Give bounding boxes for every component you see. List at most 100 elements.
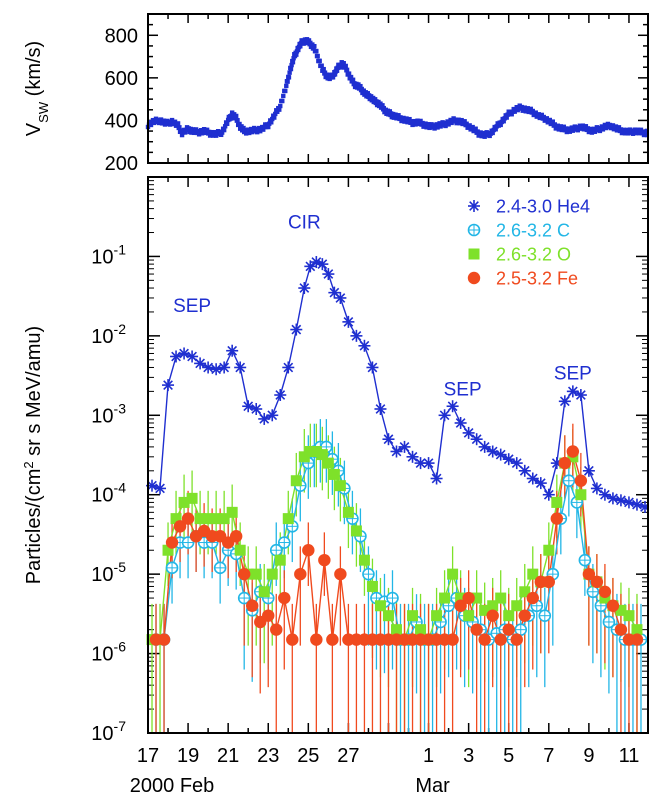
bottom-xtick-label: 5 [503,745,514,767]
bottom-xtick-label: 19 [177,745,199,767]
data-point-2-6-3-2-o [455,592,467,604]
data-point-2-6-3-2-o [322,457,334,469]
data-point-2-6-3-2-o [511,600,523,612]
top-panel-ylabel: VSW (km/s) [23,41,51,136]
data-point-2-4-3-0-he4 [266,409,279,422]
data-point-2-4-3-0-he4 [218,361,231,374]
data-point-2-6-3-2-o [194,513,206,525]
data-point-2-5-3-2-fe [270,623,283,636]
data-point-2-6-3-2-o [210,513,222,525]
data-point-2-4-3-0-he4 [630,498,643,511]
data-point-2-4-3-0-he4 [398,440,411,453]
top-data-point [600,127,606,132]
data-point-2-4-3-0-he4 [598,488,611,501]
bottom-ylabel-main: Particles/(cm [23,469,45,585]
top-data-point [179,132,185,138]
top-data-point [321,66,326,72]
top-data-point [459,117,464,123]
data-point-2-5-3-2-fe [157,633,171,646]
data-point-2-4-3-0-he4 [358,339,371,352]
top-data-point [467,123,472,128]
data-point-2-5-3-2-fe [262,609,275,622]
top-data-point [443,123,448,129]
top-ylabel-main: V [23,122,45,136]
top-data-point [169,117,175,123]
data-point-2-5-3-2-fe [510,633,523,646]
top-data-point [218,132,224,138]
data-point-2-6-3-2-o [631,624,643,636]
data-point-2-6-3-2-o [266,568,278,580]
top-data-point [317,58,322,64]
data-point-2-4-3-0-he4 [438,409,451,422]
data-point-2-5-3-2-fe [294,567,307,581]
data-point-2-6-3-2-o [186,492,198,504]
top-data-point [272,115,277,120]
data-point-2-5-3-2-fe [181,512,195,525]
data-point-2-6-3-2-c [237,591,251,605]
data-point-2-6-3-2-o [503,610,515,622]
top-data-point [286,75,292,80]
legend-label-2-4-3-0-he4: 2.4-3.0 He4 [496,197,590,217]
top-data-point [449,120,454,126]
top-data-point [315,53,320,59]
top-ytick-label: 200 [105,153,138,175]
data-point-2-6-3-2-o [527,568,539,580]
data-point-2-4-3-0-he4 [366,361,379,374]
bottom-ytick-label: 10-1 [91,241,126,268]
data-point-2-6-3-2-o [575,489,587,501]
top-data-point [235,118,240,123]
top-data-point [298,44,303,49]
data-point-2-6-3-2-c [165,561,179,575]
top-data-point [177,125,182,130]
data-point-2-6-3-2-c [602,615,616,629]
data-point-2-6-3-2-o [234,544,246,556]
data-point-2-6-3-2-o [431,610,443,622]
annotation-cir: CIR [288,213,321,234]
bottom-xtick-label: 17 [137,745,159,767]
legend-marker-2-6-3-2-o [468,248,480,260]
data-point-2-4-3-0-he4 [446,400,459,413]
bottom-xtick-label: 23 [257,745,279,767]
data-point-2-4-3-0-he4 [454,416,467,429]
data-point-2-6-3-2-c [578,553,592,567]
ytick-exponent: -5 [114,559,127,575]
bottom-ytick-label: 10-4 [91,480,126,507]
data-point-2-5-3-2-fe [165,536,179,549]
top-data-point [346,71,352,76]
data-point-2-6-3-2-o [162,544,174,556]
top-data-point [462,119,467,124]
data-point-2-6-3-2-o [358,554,370,566]
data-point-2-4-3-0-he4 [162,379,175,392]
ytick-exponent: -4 [114,480,127,496]
bottom-panel-annotations: SEP CIR SEP SEP [173,213,592,401]
data-point-2-5-3-2-fe [454,599,467,612]
top-data-point [544,116,549,121]
data-point-2-4-3-0-he4 [382,433,395,446]
data-point-2-4-3-0-he4 [202,361,215,374]
data-point-2-6-3-2-o [282,513,294,525]
data-point-2-6-3-2-o [304,445,316,457]
data-point-2-5-3-2-fe [518,609,531,622]
bottom-ytick-label: 10-3 [91,400,126,427]
data-point-2-6-3-2-c [386,591,399,605]
data-point-2-5-3-2-fe [550,512,564,525]
data-point-2-6-3-2-o [543,544,555,556]
top-data-point [343,63,348,69]
data-point-2-4-3-0-he4 [290,323,303,336]
top-data-point [446,122,451,127]
top-data-point [533,110,538,115]
data-point-2-5-3-2-fe [630,633,644,646]
ytick-base: 10 [91,564,113,586]
data-point-2-5-3-2-fe [310,633,323,646]
bottom-xtick-label: 7 [543,745,554,767]
data-point-2-4-3-0-he4 [316,258,329,271]
month-label-mar: Mar [415,775,450,797]
data-point-2-4-3-0-he4 [390,445,403,458]
ytick-exponent: -1 [114,241,127,257]
bottom-xtick-label: 3 [463,745,474,767]
data-point-2-6-3-2-o [447,568,459,580]
data-point-2-5-3-2-fe [246,599,259,612]
data-point-2-5-3-2-fe [326,633,339,646]
data-point-2-6-3-2-o [366,580,378,592]
